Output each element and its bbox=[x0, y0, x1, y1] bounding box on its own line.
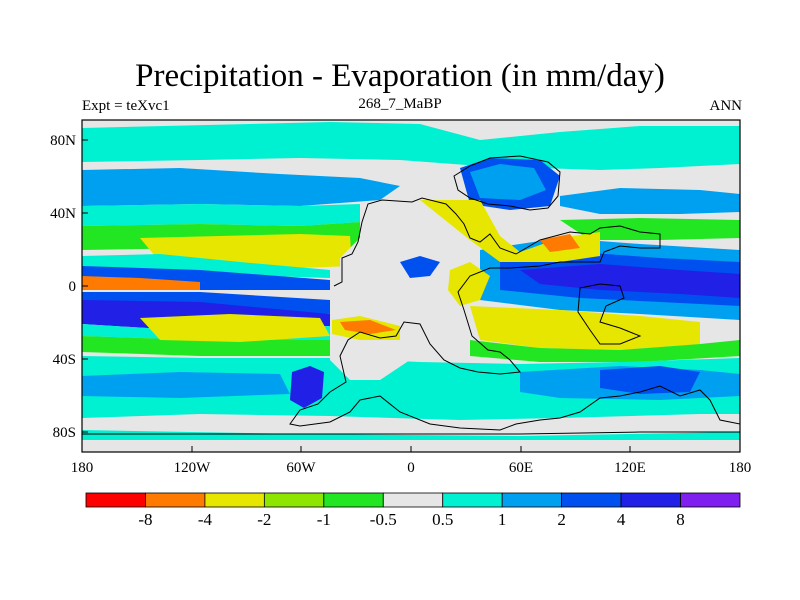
colorbar-label-9: 8 bbox=[676, 510, 685, 529]
colorbar-swatch-10 bbox=[680, 492, 741, 508]
colorbar-label-4: -0.5 bbox=[370, 510, 397, 529]
experiment-label: Expt = teXvc1 bbox=[82, 98, 170, 114]
map-panel bbox=[81, 119, 741, 453]
colorbar-swatch-4 bbox=[323, 492, 384, 508]
neutral-band-south bbox=[82, 414, 740, 452]
xtick-label-180e: 180 bbox=[729, 460, 752, 476]
colorbar-swatch-8 bbox=[561, 492, 622, 508]
blue-patch-americas bbox=[400, 256, 440, 278]
map-title: Precipitation - Evaporation (in mm/day) bbox=[135, 58, 665, 94]
y-tick-labels: 80N 40N 0 40S 80S bbox=[50, 133, 76, 441]
colorbar-swatch-9 bbox=[620, 492, 681, 508]
colorbar-label-2: -2 bbox=[257, 510, 271, 529]
darkblue-east-eq bbox=[520, 264, 740, 298]
x-tick-labels: 180 120W 60W 0 60E 120E 180 bbox=[71, 460, 752, 476]
xtick-label-120e: 120E bbox=[614, 460, 646, 476]
orange-patch-america-south bbox=[340, 320, 396, 334]
colorbar-label-7: 2 bbox=[557, 510, 566, 529]
coastline-americas bbox=[289, 197, 741, 431]
blue-band-north bbox=[82, 168, 400, 206]
coastline-north-continent bbox=[453, 155, 561, 211]
ytick-label-80n: 80N bbox=[50, 133, 76, 149]
green-band-indian bbox=[470, 340, 740, 362]
cyan-band-north bbox=[82, 122, 740, 170]
colorbar-label-1: -4 bbox=[198, 510, 213, 529]
lightblue-patch-north-continent bbox=[470, 164, 546, 200]
darkblue-south-east bbox=[600, 366, 700, 394]
age-label: 268_7_MaBP bbox=[358, 96, 442, 112]
xtick-label-120w: 120W bbox=[174, 460, 212, 476]
blue-band-eq-south bbox=[82, 292, 330, 314]
ytick-label-0: 0 bbox=[69, 279, 77, 295]
lightblue-band-north-east bbox=[560, 188, 740, 214]
orange-eurasia bbox=[540, 234, 580, 252]
xtick-label-0: 0 bbox=[407, 460, 415, 476]
colorbar-label-0: -8 bbox=[138, 510, 152, 529]
colorbar-label-8: 4 bbox=[617, 510, 626, 529]
colorbar-swatch-0 bbox=[85, 492, 146, 508]
colorbar-swatch-2 bbox=[204, 492, 265, 508]
yellow-band-south bbox=[140, 314, 330, 342]
coastline-asia-islands bbox=[577, 283, 642, 345]
colorbar-swatch-1 bbox=[145, 492, 206, 508]
green-band-south bbox=[82, 336, 330, 356]
coastline-antarctica bbox=[82, 431, 740, 435]
cyan-band-north-pacific bbox=[82, 204, 360, 226]
ytick-label-80s: 80S bbox=[53, 425, 76, 441]
colorbar-swatch-3 bbox=[263, 492, 325, 508]
blue-band-south bbox=[82, 372, 290, 398]
darkblue-south-america-tip bbox=[290, 366, 324, 408]
colorbar-swatch-6 bbox=[442, 492, 503, 508]
colorbar-label-3: -1 bbox=[317, 510, 331, 529]
xtick-label-180w: 180 bbox=[71, 460, 94, 476]
coastlines bbox=[82, 155, 741, 435]
colorbar bbox=[85, 492, 741, 508]
season-label: ANN bbox=[709, 98, 743, 114]
axis-ticks bbox=[81, 139, 741, 452]
xtick-label-60w: 60W bbox=[286, 460, 316, 476]
ytick-label-40n: 40N bbox=[50, 206, 76, 222]
green-band-north-east bbox=[560, 218, 740, 240]
colorbar-labels: -8 -4 -2 -1 -0.5 0.5 1 2 4 8 bbox=[138, 510, 684, 529]
yellow-band-indian bbox=[470, 306, 700, 350]
colorbar-label-6: 1 bbox=[498, 510, 507, 529]
colorbar-swatch-5 bbox=[382, 492, 444, 508]
ytick-label-40s: 40S bbox=[53, 352, 76, 368]
xtick-label-60e: 60E bbox=[509, 460, 533, 476]
orange-band-eq-pacific bbox=[82, 276, 200, 290]
colorbar-label-5: 0.5 bbox=[432, 510, 453, 529]
colorbar-swatch-7 bbox=[501, 492, 563, 508]
cyan-band-polar bbox=[82, 430, 740, 440]
